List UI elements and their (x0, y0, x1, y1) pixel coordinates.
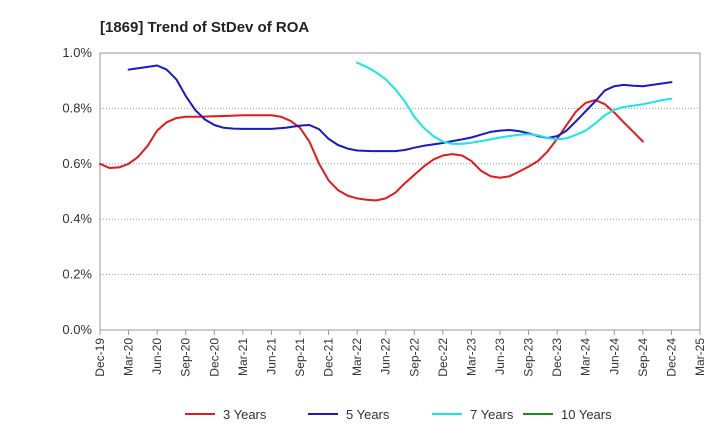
y-tick-label: 0.0% (62, 322, 92, 337)
x-tick-label: Sep-22 (407, 338, 421, 377)
x-tick-label: Jun-20 (150, 338, 164, 375)
x-tick-label: Dec-19 (93, 338, 107, 377)
x-tick-label: Jun-21 (264, 338, 278, 375)
x-tick-label: Mar-22 (350, 338, 364, 376)
y-axis: 0.0% 0.2% 0.4% 0.6% 0.8% 1.0% (62, 45, 92, 337)
gridlines (100, 107, 700, 276)
y-tick-label: 1.0% (62, 45, 92, 60)
legend-label-7-years: 7 Years (470, 407, 514, 422)
series-line-7-years (356, 61, 673, 145)
x-tick-label: Jun-23 (493, 338, 507, 375)
legend: 3 Years 5 Years 7 Years 10 Years (185, 407, 612, 422)
chart-title: [1869] Trend of StDev of ROA (100, 19, 309, 36)
y-tick-label: 0.8% (62, 100, 92, 115)
plot-border (99, 52, 701, 331)
x-tick-label: Mar-20 (122, 338, 136, 376)
x-tick-label: Sep-21 (293, 338, 307, 377)
x-tick-label: Dec-20 (207, 338, 221, 377)
legend-label-3-years: 3 Years (223, 407, 267, 422)
x-tick-label: Sep-23 (522, 338, 536, 377)
y-tick-label: 0.6% (62, 156, 92, 171)
plot-area (99, 52, 701, 331)
x-tick-label: Mar-25 (693, 338, 707, 376)
x-axis: Dec-19 Mar-20 Jun-20 Sep-20 Dec-20 Mar-21 Jun-… (93, 330, 707, 377)
y-tick-label: 0.2% (62, 267, 92, 282)
x-tick-label: Dec-21 (322, 338, 336, 377)
y-tick-label: 0.4% (62, 211, 92, 226)
x-tick-label: Dec-24 (664, 338, 678, 377)
legend-label-5-years: 5 Years (346, 407, 390, 422)
x-tick-label: Mar-21 (236, 338, 250, 376)
x-tick-label: Sep-20 (179, 338, 193, 377)
x-tick-label: Dec-23 (550, 338, 564, 377)
x-tick-label: Jun-22 (379, 338, 393, 375)
series-line-5-years (127, 64, 673, 153)
x-tick-label: Mar-23 (464, 338, 478, 376)
series-lines (99, 61, 673, 202)
x-tick-label: Dec-22 (436, 338, 450, 377)
legend-label-10-years: 10 Years (561, 407, 612, 422)
x-tick-label: Sep-24 (636, 338, 650, 377)
x-tick-label: Mar-24 (579, 338, 593, 376)
x-tick-label: Jun-24 (607, 338, 621, 375)
